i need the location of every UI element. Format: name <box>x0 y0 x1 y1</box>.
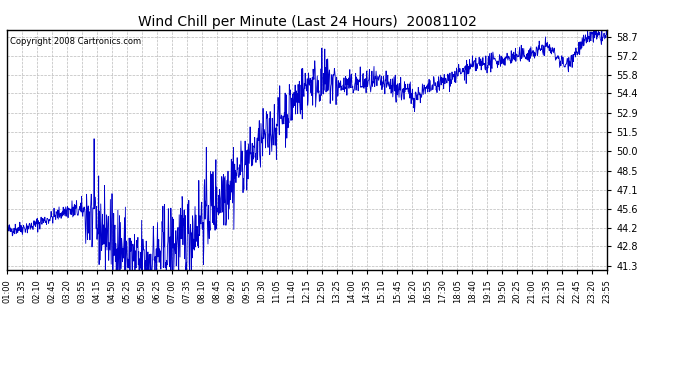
Title: Wind Chill per Minute (Last 24 Hours)  20081102: Wind Chill per Minute (Last 24 Hours) 20… <box>137 15 477 29</box>
Text: Copyright 2008 Cartronics.com: Copyright 2008 Cartronics.com <box>10 37 141 46</box>
